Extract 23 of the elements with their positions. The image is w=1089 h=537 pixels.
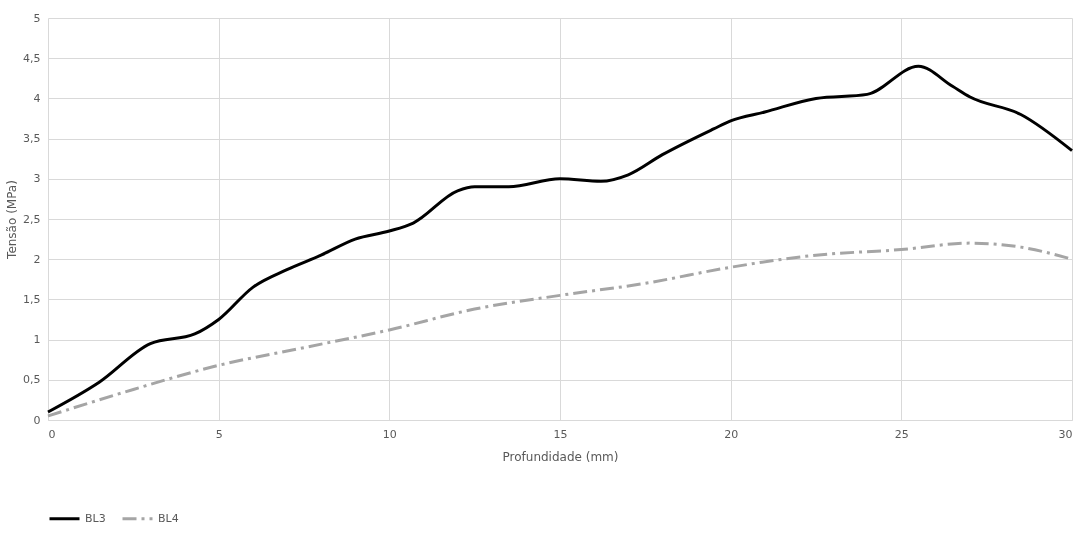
x-tick-label: 25 bbox=[894, 427, 909, 441]
y-tick-label: 2,5 bbox=[23, 212, 41, 226]
y-tick-label: 2 bbox=[33, 252, 41, 266]
legend-label: BL4 bbox=[158, 511, 179, 525]
y-tick-label: 0,5 bbox=[23, 373, 41, 387]
x-tick-label: 10 bbox=[382, 427, 397, 441]
x-tick-label: 20 bbox=[724, 427, 739, 441]
y-tick-label: 3 bbox=[33, 172, 41, 186]
y-tick-label: 4,5 bbox=[23, 51, 41, 65]
x-tick-label: 5 bbox=[215, 427, 223, 441]
legend-label: BL3 bbox=[85, 511, 106, 525]
x-tick-label: 0 bbox=[48, 427, 56, 441]
y-tick-label: 0 bbox=[33, 413, 41, 427]
x-axis-title: Profundidade (mm) bbox=[502, 449, 619, 464]
line-series bbox=[46, 64, 1074, 414]
x-tick-label: 15 bbox=[553, 427, 568, 441]
y-tick-label: 3,5 bbox=[23, 132, 41, 146]
y-axis-title: Tensão (MPa) bbox=[5, 180, 20, 260]
y-tick-label: 5 bbox=[33, 11, 41, 25]
y-tick-label: 4 bbox=[33, 91, 41, 105]
y-tick-label: 1,5 bbox=[23, 292, 41, 306]
y-tick-label: 1 bbox=[33, 333, 41, 347]
x-tick-label: 30 bbox=[1058, 427, 1073, 441]
